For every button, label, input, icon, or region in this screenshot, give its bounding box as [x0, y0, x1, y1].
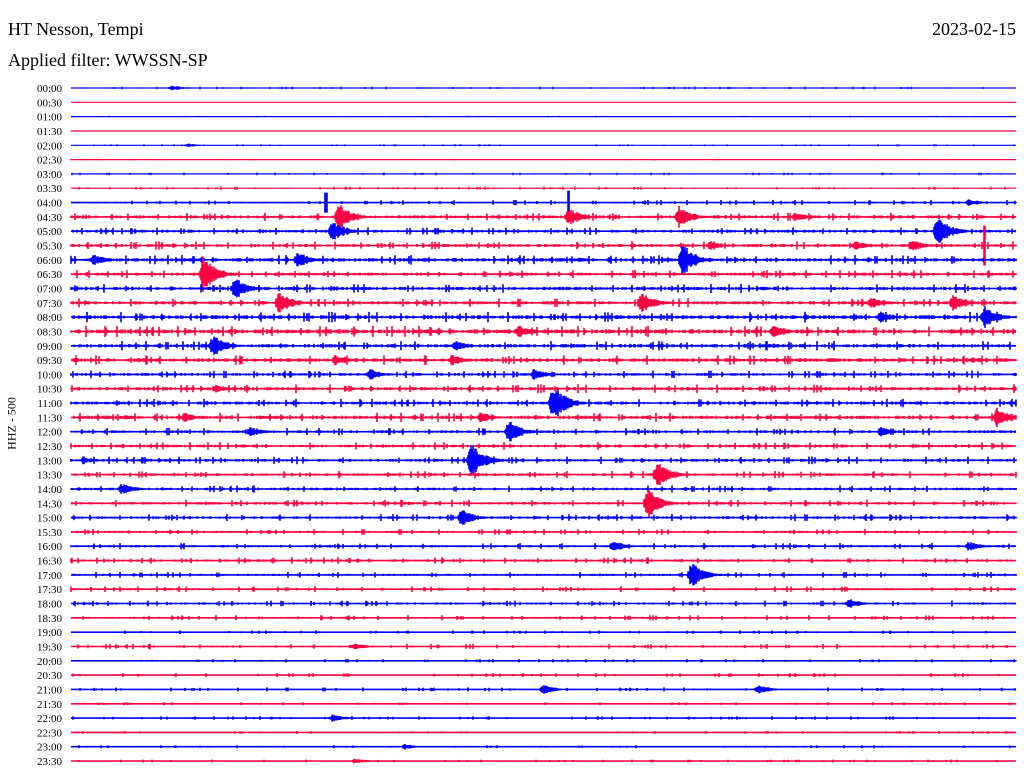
row-label: 07:00: [37, 283, 63, 295]
row-label: 02:30: [37, 155, 63, 167]
trace-00-00: [71, 85, 1016, 91]
row-label: 14:30: [37, 498, 63, 510]
row-label: 19:30: [37, 641, 63, 653]
row-label: 23:00: [37, 742, 63, 754]
trace-08-30: [70, 325, 1016, 338]
trace-19-30: [71, 643, 1016, 650]
row-label: 03:00: [37, 169, 63, 181]
row-label: 13:00: [37, 455, 63, 467]
trace-05-00: [71, 219, 1016, 243]
row-label: 22:00: [37, 713, 63, 725]
row-label: 01:00: [37, 112, 63, 124]
row-label: 18:00: [37, 599, 63, 611]
trace-10-00: [70, 369, 1017, 380]
row-label: 05:00: [37, 226, 63, 238]
row-label: 08:30: [37, 326, 63, 338]
trace-03-30: [71, 186, 1016, 190]
row-label: 07:30: [37, 298, 63, 310]
row-label: 00:00: [37, 83, 63, 95]
row-label: 20:30: [37, 670, 63, 682]
trace-04-30: [70, 205, 1016, 229]
trace-03-00: [71, 172, 1016, 176]
trace-17-00: [71, 564, 1017, 586]
trace-14-00: [70, 484, 1017, 494]
trace-06-00: [70, 246, 1017, 274]
trace-16-00: [70, 542, 1016, 551]
trace-15-30: [71, 529, 1017, 535]
trace-12-30: [70, 442, 1016, 450]
trace-13-30: [71, 464, 1017, 485]
row-label: 11:00: [37, 398, 62, 410]
row-label: 18:30: [37, 613, 63, 625]
row-label: 17:00: [37, 570, 63, 582]
row-label: 09:30: [37, 355, 63, 367]
station-title: HT Nesson, Tempi: [8, 19, 144, 39]
row-label: 05:30: [37, 241, 63, 253]
trace-05-30: [70, 225, 1017, 266]
row-label: 12:30: [37, 441, 63, 453]
trace-14-30: [71, 489, 1017, 518]
filter-label: Applied filter: WWSSN-SP: [8, 50, 208, 70]
trace-23-00: [71, 744, 1016, 750]
trace-02-00: [71, 143, 1016, 147]
row-label: 16:30: [37, 556, 63, 568]
trace-01-00: [71, 115, 1016, 118]
trace-20-30: [71, 673, 1016, 678]
row-label: 09:00: [37, 341, 63, 353]
row-label: 22:30: [37, 727, 63, 739]
trace-16-30: [70, 557, 1016, 564]
trace-21-00: [71, 685, 1016, 694]
row-label: 04:00: [37, 198, 63, 210]
row-label: 10:00: [37, 369, 63, 381]
trace-22-00: [71, 714, 1016, 722]
row-label: 21:30: [37, 699, 63, 711]
trace-10-30: [70, 384, 1017, 394]
row-label: 11:30: [37, 412, 62, 424]
trace-11-30: [71, 407, 1017, 428]
trace-20-00: [71, 659, 1017, 663]
row-label: 16:00: [37, 541, 63, 553]
trace-17-30: [70, 586, 1016, 593]
row-label: 02:00: [37, 140, 63, 152]
row-label: 15:30: [37, 527, 63, 539]
row-label: 08:00: [37, 312, 63, 324]
trace-07-30: [70, 293, 1017, 313]
trace-23-30: [71, 758, 1016, 764]
row-label: 21:00: [37, 684, 63, 696]
row-label: 04:30: [37, 212, 63, 224]
trace-04-00: [71, 190, 1017, 215]
row-label: 00:30: [37, 97, 63, 109]
trace-06-30: [71, 256, 1017, 292]
row-label: 03:30: [37, 183, 63, 195]
row-label: 12:00: [37, 427, 63, 439]
row-label: 20:00: [37, 656, 63, 668]
row-label: 17:30: [37, 584, 63, 596]
trace-15-00: [71, 510, 1017, 525]
row-label: 23:30: [37, 756, 63, 768]
trace-08-00: [71, 306, 1017, 328]
trace-18-00: [71, 599, 1016, 608]
trace-13-00: [70, 445, 1017, 476]
trace-11-00: [70, 389, 1017, 417]
row-label: 01:30: [37, 126, 63, 138]
trace-09-00: [71, 336, 1016, 355]
row-label: 15:00: [37, 513, 63, 525]
trace-07-00: [70, 279, 1017, 298]
row-label: 06:00: [37, 255, 63, 267]
trace-22-30: [71, 731, 1016, 734]
trace-18-30: [71, 615, 1016, 621]
trace-09-30: [71, 354, 1017, 366]
trace-19-00: [71, 630, 1016, 634]
trace-21-30: [71, 702, 1016, 706]
row-label: 06:30: [37, 269, 63, 281]
trace-12-00: [70, 422, 1016, 442]
row-label: 10:30: [37, 384, 63, 396]
row-label: 14:00: [37, 484, 63, 496]
row-label: 13:30: [37, 470, 63, 482]
row-label: 19:00: [37, 627, 63, 639]
trace-02-30: [70, 158, 1016, 161]
date-label: 2023-02-15: [932, 19, 1016, 39]
